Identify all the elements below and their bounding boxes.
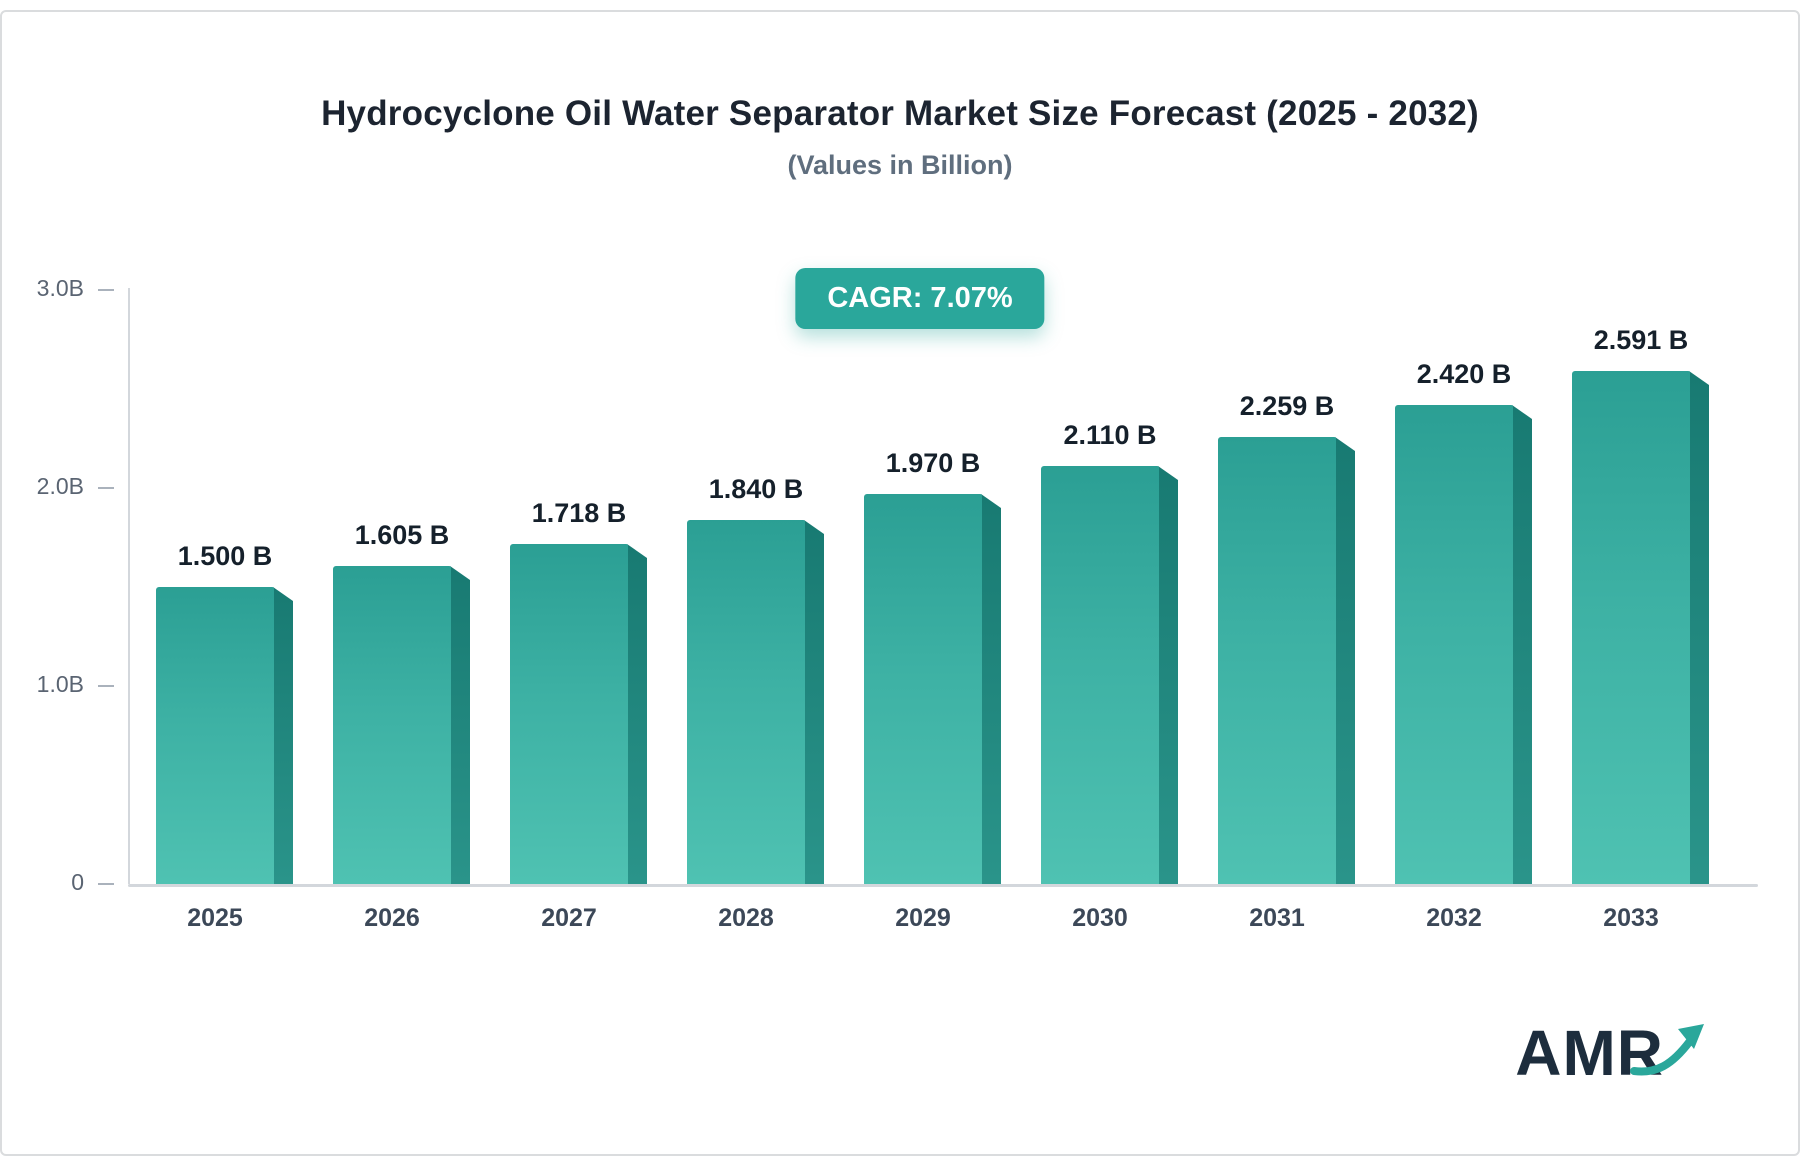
bar-side-2028 [804, 520, 824, 884]
bar-side-2032 [1512, 405, 1532, 884]
cagr-badge: CAGR: 7.07% [795, 268, 1045, 329]
bar-2030 [1041, 466, 1159, 884]
amr-logo-text: AMR [1515, 1017, 1664, 1089]
x-axis-line [128, 884, 1758, 887]
bar-value-label-2030: 2.110 B [1063, 420, 1157, 450]
bar-side-2031 [1335, 437, 1355, 884]
bar-value-label-2025: 1.500 B [177, 541, 273, 571]
bar-2027 [510, 544, 628, 884]
y-tick-mark [98, 685, 114, 687]
logo-arrow-icon [1630, 1024, 1704, 1076]
y-tick-mark [98, 883, 114, 885]
bar-value-label-2026: 1.605 B [354, 520, 450, 550]
x-axis-label-2027: 2027 [541, 904, 597, 932]
x-axis-label-2033: 2033 [1603, 904, 1659, 932]
y-tick-label: 1.0B [36, 671, 84, 697]
x-axis-label-2025: 2025 [187, 904, 243, 932]
bar-value-label-2033: 2.591 B [1593, 325, 1689, 355]
bar-value-label-2027: 1.718 B [531, 498, 627, 528]
chart-title: Hydrocyclone Oil Water Separator Market … [321, 94, 1479, 133]
bar-side-2026 [450, 566, 470, 884]
y-tick-mark [98, 487, 114, 489]
bar-value-label-2028: 1.840 B [708, 474, 804, 504]
x-axis-label-2030: 2030 [1072, 904, 1128, 932]
bar-value-label-2029: 1.970 B [885, 448, 981, 478]
x-axis-label-2031: 2031 [1249, 904, 1305, 932]
bar-side-2027 [627, 544, 647, 884]
bar-2029 [864, 494, 982, 884]
bar-side-2030 [1158, 466, 1178, 884]
bar-2033 [1572, 371, 1690, 884]
y-axis-line [128, 288, 130, 884]
y-tick-label: 0 [71, 869, 84, 895]
bar-value-label-2031: 2.259 B [1239, 391, 1335, 421]
amr-logo: AMR [1515, 1016, 1710, 1090]
bar-2026 [333, 566, 451, 884]
x-axis-label-2026: 2026 [364, 904, 420, 932]
bar-side-2033 [1689, 371, 1709, 884]
y-tick-mark [98, 289, 114, 291]
x-axis-label-2029: 2029 [895, 904, 951, 932]
x-axis-label-2032: 2032 [1426, 904, 1482, 932]
bar-2031 [1218, 437, 1336, 884]
y-tick-label: 2.0B [36, 473, 84, 499]
chart-subtitle: (Values in Billion) [787, 150, 1013, 180]
bar-value-label-2032: 2.420 B [1416, 359, 1512, 389]
bar-side-2025 [273, 587, 293, 884]
bar-2028 [687, 520, 805, 884]
x-axis-label-2028: 2028 [718, 904, 774, 932]
y-tick-label: 3.0B [36, 275, 84, 301]
bar-side-2029 [981, 494, 1001, 884]
bar-2025 [156, 587, 274, 884]
bar-2032 [1395, 405, 1513, 884]
